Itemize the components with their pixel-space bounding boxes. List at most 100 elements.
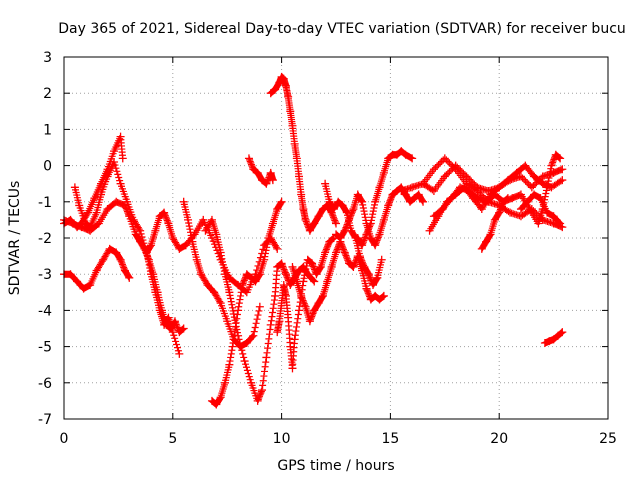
interp-point bbox=[122, 203, 130, 211]
data-point bbox=[558, 176, 567, 185]
interp-point bbox=[303, 221, 311, 229]
series-arc-20 bbox=[477, 194, 512, 253]
interp-point bbox=[264, 339, 272, 347]
interp-point bbox=[469, 179, 477, 187]
y-tick-label: -4 bbox=[38, 303, 52, 319]
interp-point bbox=[298, 295, 306, 303]
interp-point bbox=[302, 262, 310, 270]
interp-point bbox=[265, 330, 273, 338]
interp-point bbox=[322, 247, 330, 255]
interp-point bbox=[248, 333, 256, 341]
data-point bbox=[118, 154, 127, 163]
interp-point bbox=[555, 218, 563, 226]
interp-point bbox=[387, 195, 395, 203]
interp-point bbox=[284, 275, 292, 283]
interp-point bbox=[255, 394, 263, 402]
interp-point bbox=[227, 353, 235, 361]
interp-point bbox=[322, 245, 330, 253]
interp-point bbox=[113, 167, 121, 175]
data-point bbox=[266, 320, 275, 329]
interp-point bbox=[458, 168, 466, 176]
interp-point bbox=[254, 395, 262, 403]
interp-point bbox=[248, 162, 256, 170]
interp-point bbox=[111, 161, 119, 169]
interp-point bbox=[350, 261, 358, 269]
interp-point bbox=[209, 237, 217, 245]
interp-point bbox=[240, 353, 248, 361]
interp-point bbox=[433, 162, 441, 170]
data-point bbox=[377, 255, 386, 264]
interp-point bbox=[360, 237, 368, 245]
data-point bbox=[419, 197, 428, 206]
interp-point bbox=[372, 238, 380, 246]
series-arc-10 bbox=[266, 72, 340, 235]
interp-point bbox=[281, 267, 289, 275]
interp-point bbox=[236, 339, 244, 347]
interp-point bbox=[240, 278, 248, 286]
data-point bbox=[229, 335, 238, 344]
interp-point bbox=[261, 367, 269, 375]
interp-point bbox=[549, 157, 557, 165]
interp-point bbox=[242, 360, 250, 368]
interp-point bbox=[269, 308, 277, 316]
interp-point bbox=[227, 295, 235, 303]
interp-point bbox=[299, 297, 307, 305]
interp-point bbox=[364, 288, 372, 296]
interp-point bbox=[174, 347, 182, 355]
interp-point bbox=[339, 245, 347, 253]
interp-point bbox=[260, 372, 268, 380]
interp-point bbox=[358, 257, 366, 265]
data-point bbox=[268, 176, 277, 185]
y-tick-label: -3 bbox=[38, 267, 52, 283]
series-arc-1 bbox=[60, 244, 134, 293]
interp-point bbox=[359, 240, 367, 248]
interp-point bbox=[548, 160, 556, 168]
data-point bbox=[558, 165, 567, 174]
interp-point bbox=[232, 323, 240, 331]
interp-point bbox=[279, 262, 287, 270]
interp-point bbox=[361, 213, 369, 221]
data-points bbox=[60, 72, 567, 409]
series-arc-8 bbox=[207, 197, 286, 409]
interp-point bbox=[163, 215, 171, 223]
interp-point bbox=[364, 226, 372, 234]
interp-point bbox=[293, 319, 301, 327]
interp-point bbox=[386, 197, 394, 205]
data-point bbox=[125, 273, 134, 282]
data-point bbox=[255, 302, 264, 311]
interp-point bbox=[307, 314, 315, 322]
series-arc-19 bbox=[429, 150, 565, 228]
interp-point bbox=[247, 159, 255, 167]
interp-point bbox=[385, 200, 393, 208]
interp-point bbox=[357, 254, 365, 262]
interp-point bbox=[449, 165, 457, 173]
interp-point bbox=[118, 259, 126, 267]
y-tick-label: -5 bbox=[38, 340, 52, 356]
interp-point bbox=[505, 208, 513, 216]
interp-point bbox=[171, 334, 179, 342]
interp-point bbox=[364, 289, 372, 297]
interp-point bbox=[361, 210, 369, 218]
interp-point bbox=[257, 389, 265, 397]
x-tick-label: 20 bbox=[490, 431, 508, 447]
data-point bbox=[323, 277, 332, 286]
series-arc-22 bbox=[540, 328, 567, 347]
interp-point bbox=[256, 391, 264, 399]
interp-point bbox=[342, 252, 350, 260]
interp-point bbox=[236, 296, 244, 304]
interp-point bbox=[347, 211, 355, 219]
interp-point bbox=[330, 215, 338, 223]
series-arc-6 bbox=[179, 197, 264, 351]
interp-point bbox=[453, 163, 461, 171]
interp-point bbox=[246, 376, 254, 384]
interp-point bbox=[365, 291, 373, 299]
interp-point bbox=[372, 240, 380, 248]
interp-point bbox=[497, 204, 505, 212]
interp-point bbox=[523, 179, 531, 187]
interp-point bbox=[83, 210, 91, 218]
interp-point bbox=[373, 237, 381, 245]
interp-point bbox=[228, 304, 236, 312]
interp-point bbox=[263, 243, 271, 251]
data-point bbox=[379, 215, 388, 224]
interp-point bbox=[546, 168, 554, 176]
